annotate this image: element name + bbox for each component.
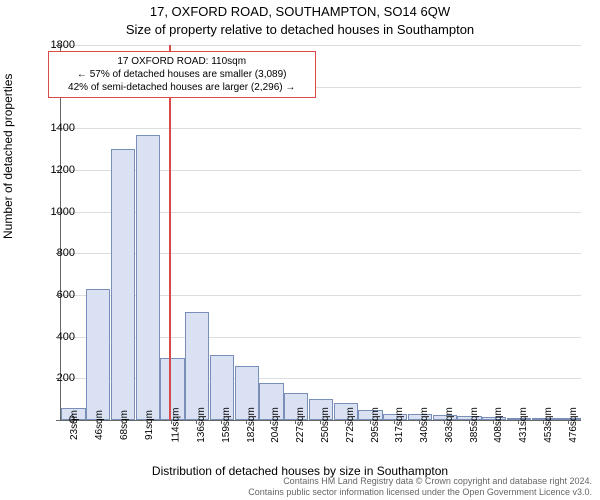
y-tick-label: 1000 — [35, 206, 75, 218]
x-tick-mark — [72, 420, 73, 424]
x-tick-label: 453sqm — [543, 407, 554, 443]
y-tick-label: 1200 — [35, 164, 75, 176]
y-tick-label: 1400 — [35, 122, 75, 134]
x-tick-mark — [320, 420, 321, 424]
y-tick-label: 200 — [35, 372, 75, 384]
x-tick-label: 182sqm — [245, 407, 256, 443]
x-tick-label: 227sqm — [295, 407, 306, 443]
histogram-bar — [185, 312, 209, 420]
x-tick-mark — [147, 420, 148, 424]
y-tick-mark — [56, 170, 60, 171]
y-tick-label: 1800 — [35, 39, 75, 51]
x-tick-label: 46sqm — [94, 410, 105, 440]
y-tick-mark — [56, 295, 60, 296]
x-tick-mark — [221, 420, 222, 424]
x-tick-label: 159sqm — [221, 407, 232, 443]
y-tick-label: 600 — [35, 289, 75, 301]
x-tick-mark — [370, 420, 371, 424]
annotation-box: 17 OXFORD ROAD: 110sqm← 57% of detached … — [48, 51, 316, 98]
x-tick-label: 408sqm — [493, 407, 504, 443]
y-tick-mark — [56, 378, 60, 379]
x-tick-mark — [469, 420, 470, 424]
annotation-line: 17 OXFORD ROAD: 110sqm — [55, 55, 309, 68]
x-tick-label: 476sqm — [567, 407, 578, 443]
histogram-bar — [111, 149, 135, 420]
x-tick-mark — [444, 420, 445, 424]
histogram-bar — [86, 289, 110, 420]
chart-plot-area — [60, 45, 581, 421]
chart-title-sub: Size of property relative to detached ho… — [0, 22, 600, 37]
x-tick-mark — [419, 420, 420, 424]
x-tick-label: 204sqm — [270, 407, 281, 443]
x-tick-label: 91sqm — [144, 410, 155, 440]
x-tick-label: 340sqm — [419, 407, 430, 443]
x-tick-mark — [270, 420, 271, 424]
annotation-line: ← 57% of detached houses are smaller (3,… — [55, 68, 309, 81]
annotation-line: 42% of semi-detached houses are larger (… — [55, 81, 309, 94]
x-tick-label: 250sqm — [320, 407, 331, 443]
x-tick-mark — [518, 420, 519, 424]
y-tick-label: 400 — [35, 331, 75, 343]
x-tick-mark — [493, 420, 494, 424]
grid-line — [61, 45, 581, 46]
chart-title-main: 17, OXFORD ROAD, SOUTHAMPTON, SO14 6QW — [0, 4, 600, 19]
x-tick-mark — [196, 420, 197, 424]
y-tick-mark — [56, 128, 60, 129]
x-tick-mark — [97, 420, 98, 424]
grid-line — [61, 128, 581, 129]
x-tick-label: 385sqm — [468, 407, 479, 443]
x-tick-label: 363sqm — [444, 407, 455, 443]
x-tick-mark — [345, 420, 346, 424]
y-tick-mark — [56, 212, 60, 213]
footer-attribution: Contains HM Land Registry data © Crown c… — [0, 476, 592, 498]
x-tick-mark — [171, 420, 172, 424]
x-tick-label: 317sqm — [394, 407, 405, 443]
histogram-bar — [136, 135, 160, 420]
x-tick-label: 272sqm — [345, 407, 356, 443]
x-tick-label: 295sqm — [369, 407, 380, 443]
y-tick-mark — [56, 420, 60, 421]
y-tick-mark — [56, 337, 60, 338]
x-tick-mark — [246, 420, 247, 424]
footer-line1: Contains HM Land Registry data © Crown c… — [283, 476, 592, 486]
x-tick-label: 431sqm — [518, 407, 529, 443]
y-tick-mark — [56, 45, 60, 46]
y-tick-mark — [56, 253, 60, 254]
x-tick-label: 68sqm — [119, 410, 130, 440]
y-axis-label: Number of detached properties — [1, 74, 15, 239]
x-tick-label: 136sqm — [196, 407, 207, 443]
footer-line2: Contains public sector information licen… — [248, 487, 592, 497]
x-tick-label: 114sqm — [171, 408, 182, 443]
x-tick-mark — [543, 420, 544, 424]
x-tick-label: 23sqm — [69, 410, 80, 440]
marker-line — [169, 45, 171, 420]
x-tick-mark — [394, 420, 395, 424]
x-tick-mark — [295, 420, 296, 424]
x-tick-mark — [568, 420, 569, 424]
chart-container: { "chart": { "type": "histogram", "title… — [0, 0, 600, 500]
y-tick-label: 800 — [35, 247, 75, 259]
x-tick-mark — [122, 420, 123, 424]
